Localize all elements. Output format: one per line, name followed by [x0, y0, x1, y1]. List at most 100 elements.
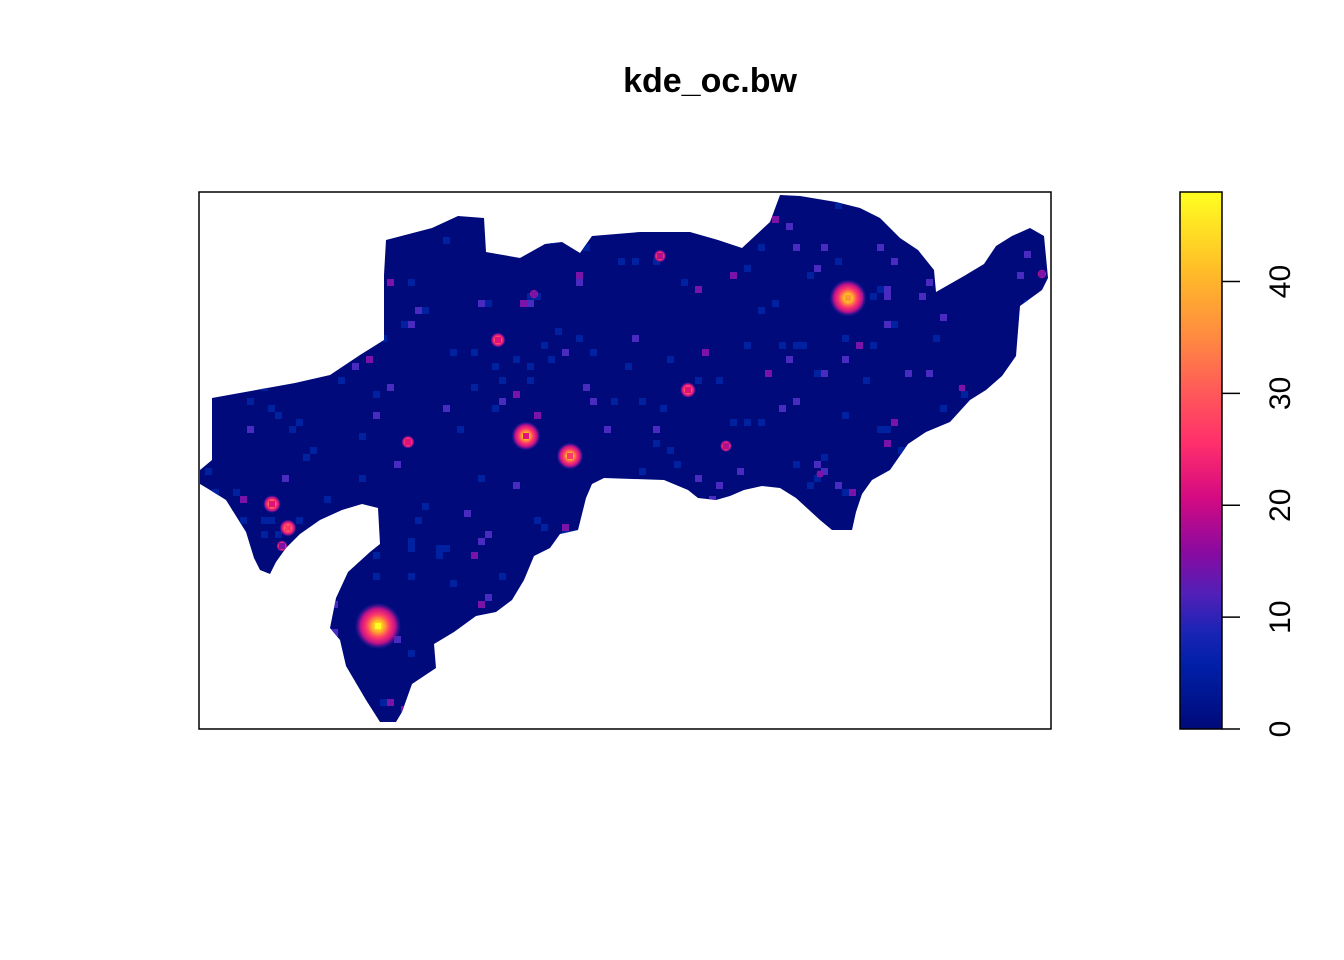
raster-cell	[947, 664, 954, 671]
raster-cell	[779, 405, 786, 412]
raster-cell	[387, 384, 394, 391]
raster-cell	[275, 314, 282, 321]
raster-cell	[289, 573, 296, 580]
raster-cell	[660, 629, 667, 636]
raster-cell	[513, 671, 520, 678]
hotspot-core	[685, 387, 691, 393]
raster-cell	[674, 566, 681, 573]
raster-cell	[849, 706, 856, 713]
raster-cell	[758, 307, 765, 314]
raster-cell	[478, 538, 485, 545]
raster-cell	[961, 391, 968, 398]
raster-cell	[772, 300, 779, 307]
raster-cell	[814, 461, 821, 468]
raster-cell	[422, 307, 429, 314]
raster-cell	[905, 370, 912, 377]
raster-cell	[1024, 545, 1031, 552]
raster-cell	[737, 615, 744, 622]
raster-cell	[786, 671, 793, 678]
raster-cell	[247, 608, 254, 615]
raster-cell	[702, 524, 709, 531]
raster-cell	[513, 391, 520, 398]
raster-cell	[380, 699, 387, 706]
raster-cell	[723, 580, 730, 587]
raster-cell	[534, 412, 541, 419]
raster-cell	[1017, 419, 1024, 426]
raster-cell	[1024, 643, 1031, 650]
raster-cell	[926, 678, 933, 685]
raster-cell	[338, 377, 345, 384]
raster-cell	[982, 398, 989, 405]
raster-cell	[632, 335, 639, 342]
raster-cell	[1038, 419, 1045, 426]
raster-cell	[583, 601, 590, 608]
raster-hotspots	[263, 249, 1047, 650]
raster-cell	[611, 398, 618, 405]
raster-cell	[485, 300, 492, 307]
raster-cell	[289, 426, 296, 433]
raster-cell	[471, 349, 478, 356]
raster-cell	[940, 216, 947, 223]
raster-cell	[583, 244, 590, 251]
raster-cell	[296, 286, 303, 293]
raster-cell	[268, 405, 275, 412]
raster-cell	[814, 664, 821, 671]
raster-cell	[408, 573, 415, 580]
raster-cell	[527, 300, 534, 307]
raster-cell	[807, 272, 814, 279]
raster-cell	[835, 258, 842, 265]
raster-cell	[1017, 363, 1024, 370]
raster-cell	[317, 363, 324, 370]
raster-cell	[877, 244, 884, 251]
raster-cell	[891, 678, 898, 685]
raster-cell	[996, 580, 1003, 587]
raster-cell	[541, 601, 548, 608]
raster-cell	[877, 426, 884, 433]
raster-cell	[625, 363, 632, 370]
raster-cell	[653, 258, 660, 265]
raster-cell	[233, 489, 240, 496]
raster-cell	[863, 377, 870, 384]
raster-cell	[324, 496, 331, 503]
hotspot-core	[375, 623, 381, 629]
raster-cell	[436, 545, 443, 552]
raster-cell	[261, 531, 268, 538]
raster-cell	[947, 545, 954, 552]
raster-cell	[758, 419, 765, 426]
raster-cell	[233, 545, 240, 552]
raster-cell	[387, 279, 394, 286]
raster-cell	[478, 300, 485, 307]
raster-cell	[744, 342, 751, 349]
raster-cell	[905, 482, 912, 489]
raster-cell	[534, 699, 541, 706]
raster-cell	[443, 405, 450, 412]
raster-cell	[793, 244, 800, 251]
raster-cell	[499, 377, 506, 384]
colorbar-tick-label: 20	[1264, 489, 1297, 522]
raster-cell	[555, 328, 562, 335]
raster-cell	[947, 489, 954, 496]
raster-cell	[247, 398, 254, 405]
raster-cell	[884, 440, 891, 447]
raster-cell	[303, 237, 310, 244]
raster-cell	[660, 650, 667, 657]
hotspot-core	[523, 433, 529, 439]
raster-cell	[247, 216, 254, 223]
raster-cell	[1010, 545, 1017, 552]
raster-cell	[786, 356, 793, 363]
raster-cell	[849, 489, 856, 496]
hotspot-core	[817, 471, 823, 477]
raster-cell	[366, 209, 373, 216]
raster-cell	[310, 447, 317, 454]
raster-cell	[982, 202, 989, 209]
raster-cell	[387, 699, 394, 706]
raster-cell	[905, 566, 912, 573]
raster-cell	[891, 622, 898, 629]
raster-cell	[317, 657, 324, 664]
hotspot-core	[1039, 271, 1045, 277]
raster-cell	[884, 566, 891, 573]
raster-cell	[744, 265, 751, 272]
raster-cell	[835, 202, 842, 209]
raster-cell	[842, 489, 849, 496]
raster-cell	[772, 503, 779, 510]
